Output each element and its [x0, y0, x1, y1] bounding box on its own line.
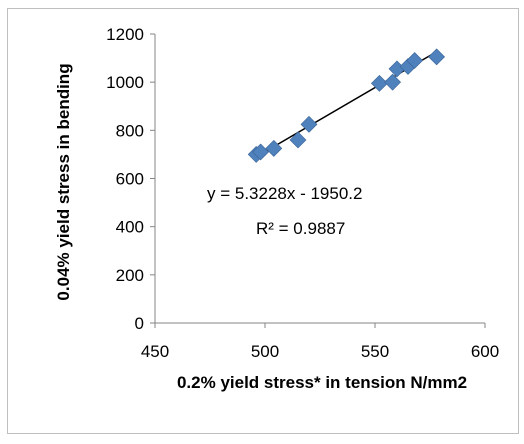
x-axis-title: 0.2% yield stress* in tension N/mm2	[177, 373, 467, 392]
data-point	[252, 143, 270, 161]
y-tick-label: 1200	[106, 25, 144, 44]
y-tick-label: 600	[116, 170, 144, 189]
x-axis-ticks: 450 500 550 600	[141, 323, 499, 361]
y-tick-label: 1000	[106, 73, 144, 92]
y-tick-label: 800	[116, 121, 144, 140]
x-tick-label: 600	[471, 342, 499, 361]
x-tick-label: 450	[141, 342, 169, 361]
trendline-equation: y = 5.3228x - 1950.2	[207, 184, 362, 203]
data-point	[300, 115, 318, 133]
data-point	[289, 131, 307, 149]
r-squared-label: R² = 0.9887	[256, 219, 345, 238]
data-point	[406, 52, 424, 69]
data-point	[370, 74, 388, 92]
y-tick-label: 0	[135, 314, 144, 333]
chart-area	[7, 8, 519, 434]
data-points	[247, 48, 446, 163]
data-point	[384, 73, 402, 91]
x-tick-label: 500	[251, 342, 279, 361]
x-tick-label: 550	[361, 342, 389, 361]
y-axis-title: 0.04% yield stress in bending	[54, 63, 73, 300]
data-point	[428, 48, 446, 66]
y-tick-label: 200	[116, 266, 144, 285]
data-point	[265, 139, 283, 157]
axes	[154, 34, 485, 324]
y-tick-label: 400	[116, 218, 144, 237]
y-axis-ticks: 0 200 400 600 800 1000 1200	[106, 25, 155, 333]
